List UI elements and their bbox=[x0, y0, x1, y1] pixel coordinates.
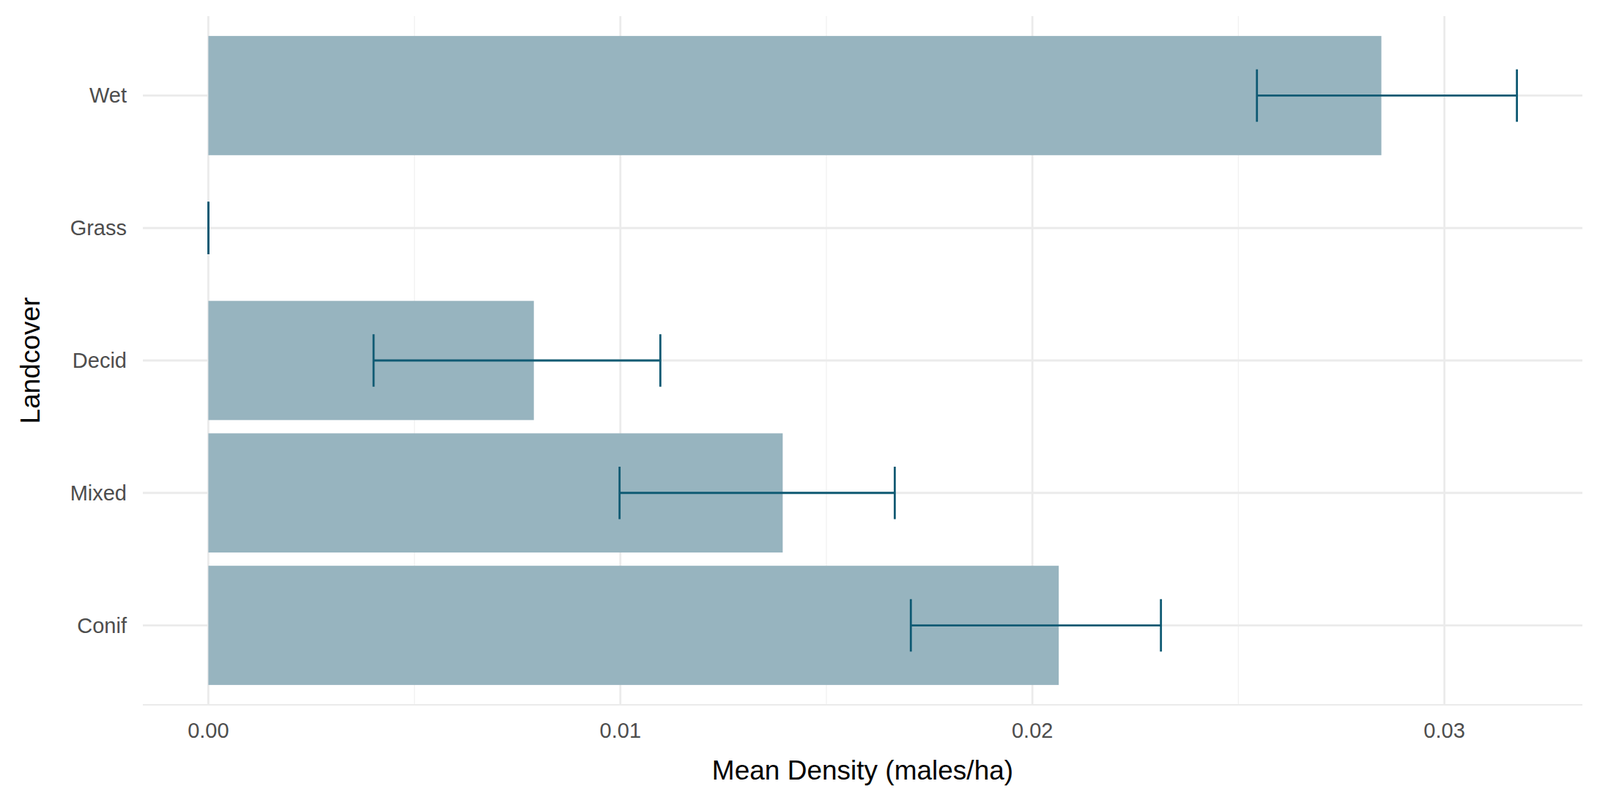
y-tick-label: Decid bbox=[72, 348, 127, 373]
x-tick-label: 0.02 bbox=[1011, 718, 1053, 743]
y-tick-label: Grass bbox=[70, 216, 127, 240]
chart-container: 0.00 0.01 0.02 0.03 Conif Mixed Decid Grass Wet M… bbox=[0, 0, 1600, 803]
error-bar bbox=[1257, 69, 1518, 123]
error-bar-line bbox=[1257, 94, 1518, 97]
error-bar-cap bbox=[372, 334, 376, 387]
error-bar-line bbox=[373, 359, 661, 362]
x-tick-label: 0.01 bbox=[600, 718, 642, 743]
x-tick-label: 0.00 bbox=[187, 718, 229, 743]
background bbox=[0, 0, 1600, 803]
error-bar-cap bbox=[909, 599, 913, 653]
bar bbox=[208, 168, 209, 288]
y-tick-label: Conif bbox=[76, 613, 128, 638]
error-bar-line bbox=[619, 491, 896, 494]
error-bar-cap bbox=[1159, 599, 1162, 653]
y-tick-label: Mixed bbox=[70, 481, 127, 505]
error-bar-cap bbox=[1255, 69, 1258, 123]
error-bar-cap bbox=[618, 466, 621, 520]
y-axis-title: Landcover bbox=[15, 297, 46, 425]
plot-area bbox=[208, 35, 1517, 685]
x-axis-title: Mean Density (males/ha) bbox=[712, 755, 1014, 786]
error-bar-line bbox=[910, 624, 1161, 627]
error-bar bbox=[373, 334, 661, 387]
error-bar-cap bbox=[207, 201, 210, 255]
error-bar bbox=[619, 466, 896, 520]
chart-svg: 0.00 0.01 0.02 0.03 Conif Mixed Decid Grass Wet M… bbox=[0, 0, 1600, 803]
error-bar-cap bbox=[207, 201, 210, 255]
x-tick-label: 0.03 bbox=[1423, 718, 1465, 743]
error-bar-cap bbox=[1515, 69, 1518, 123]
error-bar-cap bbox=[893, 466, 896, 520]
grid-line bbox=[142, 227, 1583, 230]
error-bar bbox=[208, 201, 209, 255]
bar bbox=[208, 35, 1381, 156]
error-bar-cap bbox=[659, 334, 662, 387]
error-bar bbox=[910, 599, 1161, 653]
y-tick-label: Wet bbox=[89, 83, 127, 107]
x-axis-line bbox=[142, 704, 1583, 706]
